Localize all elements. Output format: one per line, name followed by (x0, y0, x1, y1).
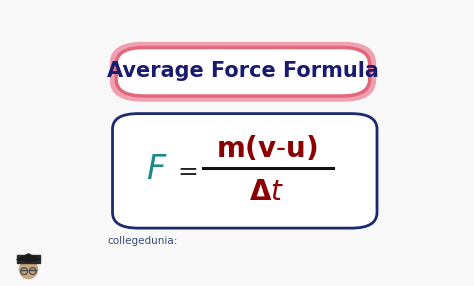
Polygon shape (16, 253, 41, 263)
Circle shape (19, 260, 37, 279)
Text: collegedunia:: collegedunia: (107, 236, 177, 246)
FancyBboxPatch shape (17, 255, 40, 263)
Text: $\mathbf{\Delta \mathit{t}}$: $\mathbf{\Delta \mathit{t}}$ (249, 178, 284, 206)
Text: $=$: $=$ (173, 158, 199, 182)
FancyBboxPatch shape (112, 114, 377, 228)
FancyBboxPatch shape (116, 47, 370, 96)
Text: $\mathbf{m(v\text{-}u)}$: $\mathbf{m(v\text{-}u)}$ (216, 134, 318, 163)
Text: $\mathit{F}$: $\mathit{F}$ (146, 153, 167, 186)
Text: Average Force Formula: Average Force Formula (107, 61, 379, 81)
